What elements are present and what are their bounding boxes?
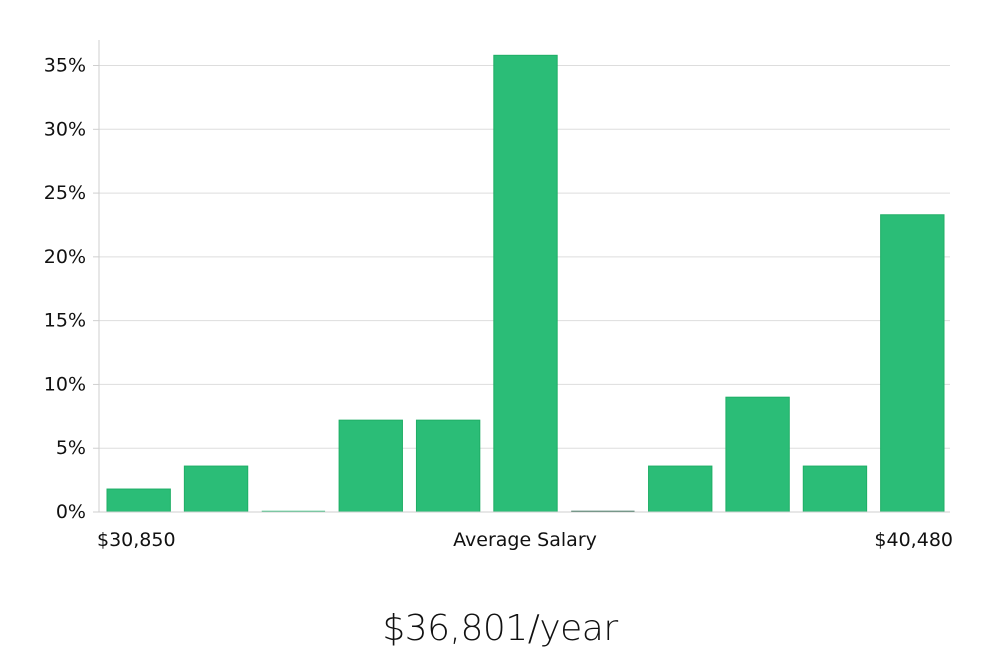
y-tick-label: 20% [44, 246, 86, 268]
x-max-label: $40,480 [874, 529, 953, 551]
bar-layer [106, 54, 945, 513]
histogram-bar [338, 419, 403, 513]
histogram-bar [648, 465, 713, 513]
y-tick-label: 10% [44, 373, 86, 395]
y-tick-label: 0% [56, 501, 86, 523]
histogram-svg: 0% 5% 10% 15% 20% 25% 30% 35% [44, 40, 950, 523]
y-tick-label: 5% [56, 437, 86, 459]
y-tick-label: 35% [44, 55, 86, 77]
histogram-bar [725, 396, 790, 513]
average-salary-value: $36,801/year [382, 608, 618, 649]
y-tick-labels: 0% 5% 10% 15% 20% 25% 30% 35% [44, 55, 99, 523]
x-axis-title: Average Salary [453, 529, 597, 551]
y-tick-label: 25% [44, 182, 86, 204]
histogram-bar [880, 214, 945, 513]
salary-histogram: 0% 5% 10% 15% 20% 25% 30% 35% $30,850 Average S… [44, 40, 953, 551]
histogram-bar [802, 465, 868, 513]
y-tick-label: 15% [44, 310, 86, 332]
histogram-bar [493, 54, 558, 513]
histogram-bar [415, 419, 481, 513]
histogram-bar [183, 465, 249, 513]
y-tick-label: 30% [44, 118, 86, 140]
histogram-bar [106, 488, 171, 513]
x-min-label: $30,850 [97, 529, 176, 551]
